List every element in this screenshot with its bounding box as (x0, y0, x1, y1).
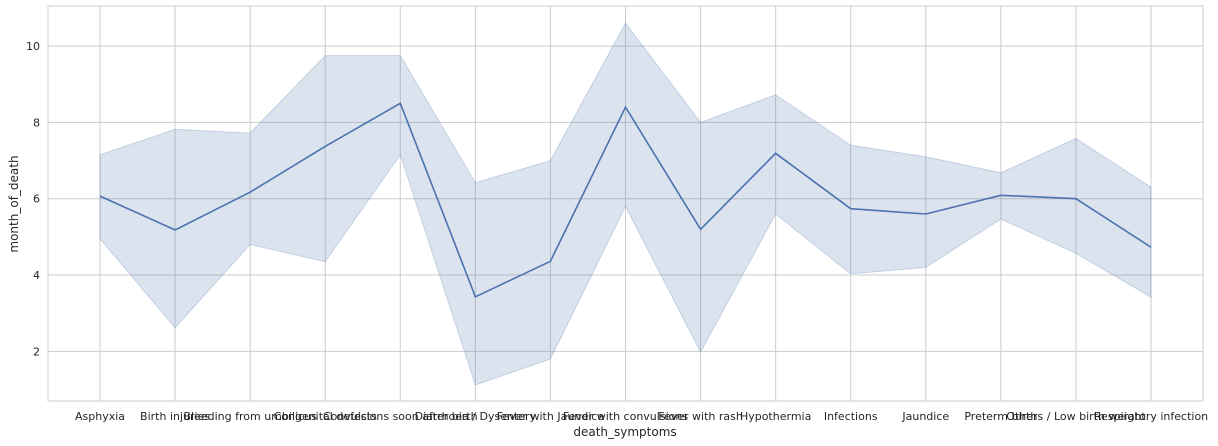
x-tick-label: Jaundice (901, 410, 949, 423)
x-tick-label: Respiratory infection (1094, 410, 1208, 423)
x-tick-label: Fever with Jaundice (497, 410, 605, 423)
y-axis-label: month_of_death (7, 155, 21, 252)
x-tick-label: Hypothermia (740, 410, 811, 423)
x-tick-label: Diarrhoea / Dysentery (415, 410, 537, 423)
x-tick-label: Infections (824, 410, 878, 423)
x-tick-label: Fever with convulsions (563, 410, 688, 423)
x-tick-label: Preterm birth (964, 410, 1037, 423)
confidence-band (99, 22, 1152, 386)
y-tick-label: 4 (33, 269, 40, 282)
grid-lines (48, 6, 1203, 401)
x-tick-label: Fever with rash (658, 410, 743, 423)
series-line (99, 102, 1152, 298)
x-tick-label: Congenital defects (274, 410, 378, 423)
x-tick-label: Asphyxia (75, 410, 125, 423)
y-tick-label: 8 (33, 116, 40, 129)
y-tick-label: 2 (33, 345, 40, 358)
x-tick-label: Birth injuries (140, 410, 210, 423)
x-tick-label: Others / Low birth weight (1006, 410, 1146, 423)
y-tick-label: 6 (33, 193, 40, 206)
x-axis-label: death_symptoms (573, 425, 676, 439)
confidence-band-area (99, 22, 1152, 386)
mean-line (99, 102, 1152, 298)
x-tick-label: Convulsions soon after birth (323, 410, 478, 423)
y-tick-labels: 2 4 6 8 10 (26, 40, 40, 358)
y-tick-label: 10 (26, 40, 40, 53)
x-tick-label: Bleeding from umbilicus (183, 410, 317, 423)
